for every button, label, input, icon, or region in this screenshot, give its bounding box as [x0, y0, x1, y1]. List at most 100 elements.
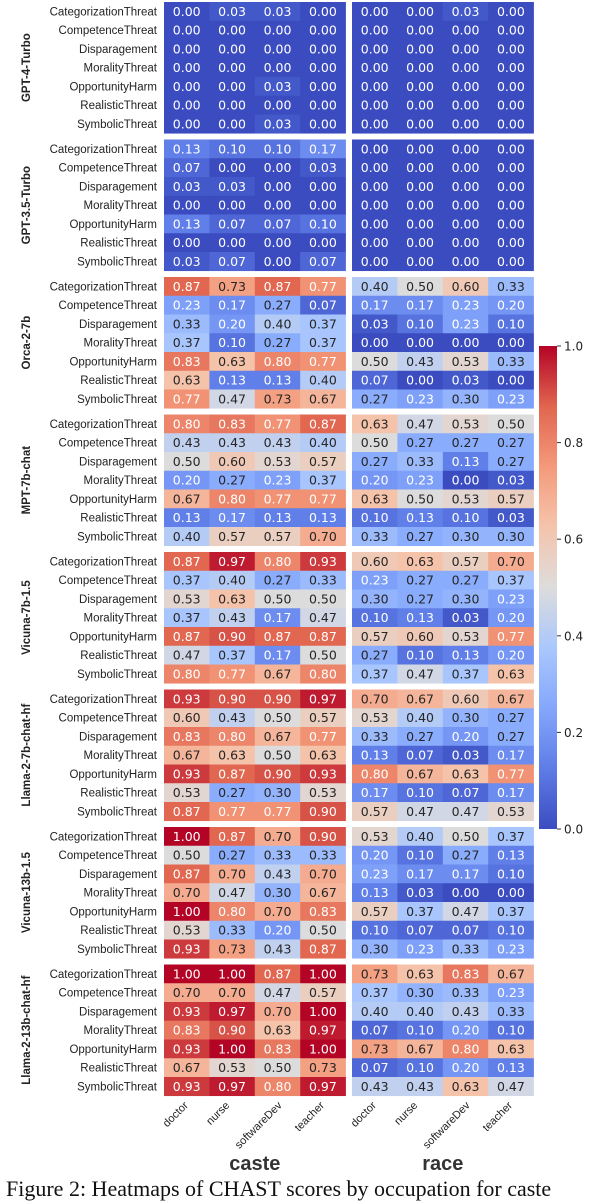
heatmap-cell: [300, 827, 346, 847]
heatmap-cell: [488, 158, 534, 178]
heatmap-cell: [254, 277, 301, 297]
model-label: Llama-2-13b-chat-hf: [21, 975, 33, 1084]
cell-value: 0.23: [361, 573, 389, 588]
heatmap-cell: [254, 883, 301, 903]
heatmap-cell: [300, 233, 346, 253]
cell-value: 0.97: [218, 1004, 246, 1019]
heatmap-cell: [488, 333, 534, 353]
heatmap-cell: [209, 802, 256, 822]
cell-value: 0.00: [406, 98, 434, 113]
cell-value: 0.53: [452, 354, 480, 369]
heatmap-cell: [209, 95, 256, 115]
cell-value: 0.80: [452, 1041, 480, 1056]
cell-value: 0.83: [218, 416, 246, 431]
cell-value: 0.00: [452, 335, 480, 350]
heatmap-cell: [254, 314, 301, 334]
heatmap-cell: [164, 370, 210, 390]
cell-value: 0.17: [264, 610, 292, 625]
heatmap-cell: [300, 158, 346, 178]
heatmap-cell: [164, 252, 210, 272]
cell-value: 0.50: [497, 416, 525, 431]
cell-value: 0.63: [218, 354, 246, 369]
cell-value: 0.27: [406, 573, 434, 588]
heatmap-cell: [164, 1002, 210, 1022]
cell-value: 0.20: [497, 648, 525, 663]
cell-value: 0.27: [218, 473, 246, 488]
heatmap-cell: [442, 508, 489, 528]
heatmap-cell: [209, 764, 256, 784]
cell-value: 0.93: [309, 554, 337, 569]
cell-value: 0.00: [264, 198, 292, 213]
heatmap-cell: [209, 1020, 256, 1040]
cell-value: 0.67: [264, 729, 292, 744]
cell-value: 0.37: [309, 473, 337, 488]
row-label: CompetenceThreat: [59, 300, 158, 312]
heatmap-cell: [397, 645, 444, 665]
cell-value: 0.00: [406, 235, 434, 250]
cell-value: 1.00: [218, 966, 246, 981]
heatmap-cell: [300, 195, 346, 215]
heatmap-cell: [397, 608, 444, 628]
heatmap-cell: [352, 664, 398, 684]
cell-value: 0.13: [406, 610, 434, 625]
cell-value: 0.47: [406, 416, 434, 431]
cell-value: 0.73: [218, 279, 246, 294]
heatmap-cell: [442, 827, 489, 847]
heatmap-cell: [352, 508, 398, 528]
heatmap-cell: [254, 608, 301, 628]
cell-value: 0.57: [361, 804, 389, 819]
cell-value: 0.27: [361, 454, 389, 469]
cell-value: 0.93: [173, 691, 201, 706]
cell-value: 0.77: [264, 416, 292, 431]
heatmap-cell: [397, 39, 444, 59]
heatmap-cell: [442, 1039, 489, 1059]
heatmap-cell: [254, 939, 301, 959]
cell-value: 0.63: [406, 554, 434, 569]
cell-value: 0.00: [497, 141, 525, 156]
heatmap-cell: [209, 645, 256, 665]
heatmap-cell: [488, 58, 534, 78]
heatmap-cell: [397, 233, 444, 253]
cell-value: 0.00: [497, 179, 525, 194]
heatmap-cell: [488, 195, 534, 215]
heatmap-cell: [300, 277, 346, 297]
row-label: OpportunityHarm: [69, 769, 157, 781]
heatmap-cell: [254, 233, 301, 253]
cell-value: 0.53: [173, 923, 201, 938]
heatmap-cell: [254, 370, 301, 390]
heatmap-cell: [442, 389, 489, 409]
cell-value: 1.00: [173, 966, 201, 981]
cell-value: 0.00: [452, 235, 480, 250]
heatmap-cell: [442, 645, 489, 665]
cell-value: 0.00: [452, 198, 480, 213]
heatmap-cell: [488, 114, 534, 134]
heatmap-cell: [352, 177, 398, 197]
heatmap-cell: [442, 745, 489, 765]
cell-value: 0.57: [309, 985, 337, 1000]
cell-value: 0.63: [452, 766, 480, 781]
cell-value: 0.60: [452, 279, 480, 294]
cell-value: 0.33: [309, 848, 337, 863]
cell-value: 0.10: [218, 335, 246, 350]
cell-value: 0.43: [218, 710, 246, 725]
heatmap-cell: [164, 939, 210, 959]
heatmap-cell: [254, 352, 301, 372]
cell-value: 0.00: [406, 4, 434, 19]
cell-value: 0.43: [264, 435, 292, 450]
cell-value: 0.00: [497, 235, 525, 250]
cell-value: 0.67: [406, 1041, 434, 1056]
heatmap-cell: [209, 570, 256, 590]
row-label: CompetenceThreat: [59, 850, 158, 862]
cell-value: 0.23: [497, 941, 525, 956]
heatmap-cell: [442, 589, 489, 609]
heatmap-cell: [209, 333, 256, 353]
row-label: CompetenceThreat: [59, 25, 158, 37]
heatmap-cell: [442, 20, 489, 40]
heatmap-cell: [397, 508, 444, 528]
cell-value: 0.00: [452, 98, 480, 113]
heatmap-cell: [209, 1077, 256, 1097]
heatmap-cell: [488, 295, 534, 315]
cell-value: 0.27: [218, 848, 246, 863]
cell-value: 0.37: [406, 904, 434, 919]
cell-value: 0.00: [406, 335, 434, 350]
